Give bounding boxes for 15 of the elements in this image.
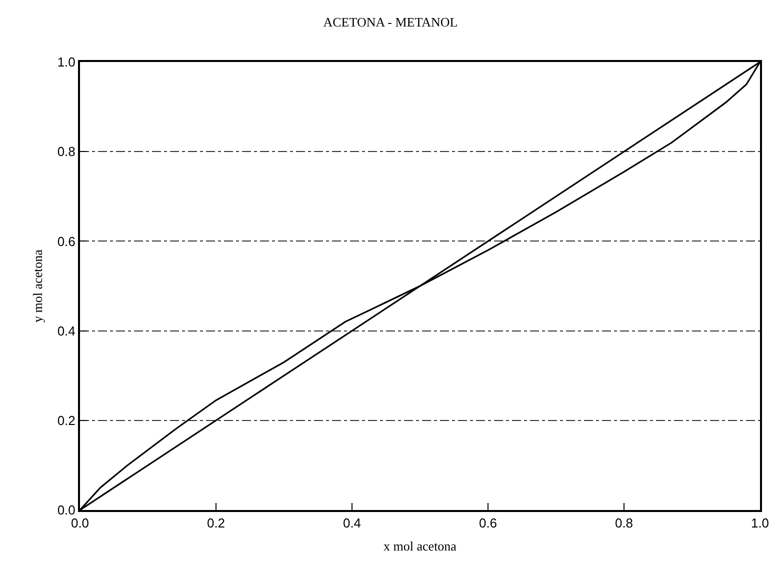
- y-tick-label: 0.8: [57, 144, 76, 160]
- x-tick-label: 0.2: [206, 516, 226, 531]
- text: 1.0: [750, 516, 770, 531]
- text: 1.0: [57, 54, 76, 70]
- y-tick-label: 0.6: [57, 234, 76, 249]
- chart-title: ACETONA - METANOL: [323, 14, 458, 30]
- text: 0.0: [57, 502, 76, 518]
- x-tick-label: 0.8: [614, 516, 634, 531]
- x-tick-label: 0.6: [478, 516, 498, 531]
- x-tick-label: 0.4: [342, 516, 362, 531]
- y-tick-label: 0.4: [57, 323, 76, 338]
- y-tick-label: 0.2: [57, 412, 76, 428]
- text: 0.0: [70, 516, 90, 531]
- y-axis-title: y mol acetona: [30, 249, 45, 322]
- x-axis-title: x mol acetona: [384, 538, 457, 554]
